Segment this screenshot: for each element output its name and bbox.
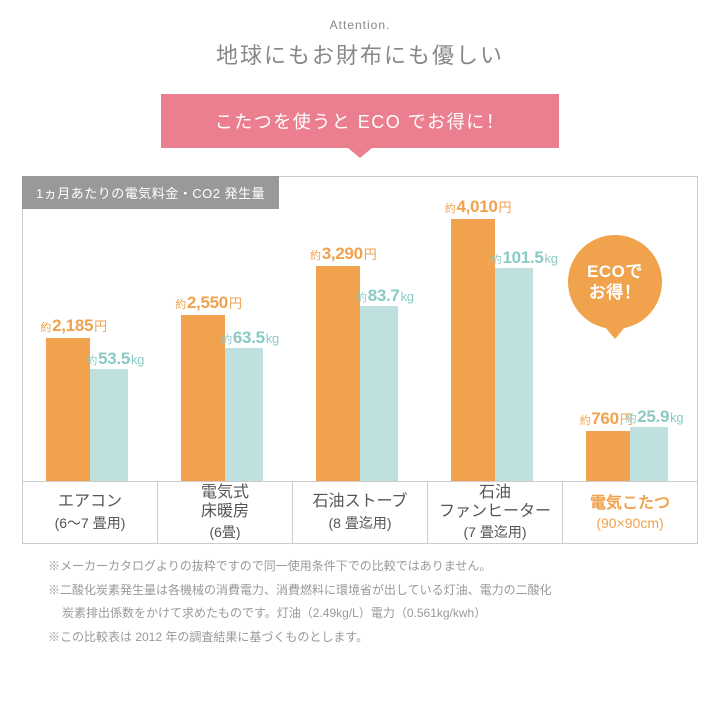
cost-bar: 約760円 — [586, 431, 630, 481]
bar-group: 約3,290円約83.7kg — [293, 177, 428, 481]
x-axis-cell: 電気こたつ (90×90cm) — [563, 482, 697, 543]
note-2b: 炭素排出係数をかけて求めたものです。灯油（2.49kg/L）電力（0.561kg… — [48, 603, 672, 625]
cost-label: 約2,550円 — [175, 293, 241, 313]
cost-bar: 約2,550円 — [181, 315, 225, 481]
x-axis-cell: 石油 ファンヒーター(7 畳迄用) — [428, 482, 563, 543]
bar-group: 約2,550円約63.5kg — [158, 177, 293, 481]
cost-label: 約3,290円 — [310, 244, 376, 264]
x-axis-cell: 電気式 床暖房(6畳) — [158, 482, 293, 543]
banner-wrap: こたつを使うと ECO でお得に！ — [0, 94, 720, 148]
note-3: ※この比較表は 2012 年の調査結果に基づくものとします。 — [48, 627, 672, 649]
notes: ※メーカーカタログよりの抜粋ですので同一使用条件下での比較ではありません。 ※二… — [48, 556, 672, 650]
cost-label: 約4,010円 — [445, 197, 511, 217]
subtitle: 地球にもお財布にも優しい — [0, 38, 720, 70]
co2-label: 約101.5kg — [491, 248, 558, 268]
chart-inner: 約2,185円約53.5kg約2,550円約63.5kg約3,290円約83.7… — [23, 177, 697, 481]
header: Attention. 地球にもお財布にも優しい — [0, 0, 720, 70]
co2-bar: 約83.7kg — [360, 306, 398, 481]
chart-area: 1ヵ月あたりの電気料金・CO2 発生量 約2,185円約53.5kg約2,550… — [22, 176, 698, 544]
x-axis: エアコン (6～7 畳用) 電気式 床暖房(6畳) 石油ストーブ (8 畳迄用) 石油 フ… — [23, 481, 697, 543]
eco-banner: こたつを使うと ECO でお得に！ — [161, 94, 560, 148]
attention-label: Attention. — [0, 18, 720, 32]
category-sub: (7 畳迄用) — [464, 522, 527, 542]
category-name: 石油ストーブ — [312, 492, 407, 511]
category-name: エアコン — [58, 492, 122, 511]
category-name: 石油 ファンヒーター — [439, 483, 551, 521]
cost-label: 約760円 — [580, 409, 633, 429]
co2-bar: 約53.5kg — [90, 369, 128, 481]
bar-group: 約4,010円約101.5kg — [427, 177, 562, 481]
category-sub: (6～7 畳用) — [55, 513, 126, 533]
bar-group: 約760円約25.9kg — [562, 177, 697, 481]
category-name: 電気こたつ — [590, 494, 670, 513]
co2-bar: 約101.5kg — [495, 268, 533, 481]
banner-text: こたつを使うと ECO でお得に！ — [215, 112, 506, 132]
cost-label: 約2,185円 — [40, 316, 106, 336]
co2-label: 約53.5kg — [86, 349, 144, 369]
category-sub: (90×90cm) — [596, 515, 663, 531]
cost-bar: 約4,010円 — [451, 219, 495, 481]
x-axis-cell: エアコン (6～7 畳用) — [23, 482, 158, 543]
co2-label: 約25.9kg — [626, 407, 684, 427]
category-sub: (8 畳迄用) — [329, 513, 392, 533]
co2-bar: 約25.9kg — [630, 427, 668, 481]
x-axis-cell: 石油ストーブ (8 畳迄用) — [293, 482, 428, 543]
co2-label: 約63.5kg — [221, 328, 279, 348]
bar-group: 約2,185円約53.5kg — [23, 177, 158, 481]
banner-notch — [348, 148, 372, 158]
note-2a: ※二酸化炭素発生量は各機械の消費電力、消費燃料に環境省が出している灯油、電力の二… — [48, 580, 672, 602]
co2-bar: 約63.5kg — [225, 348, 263, 481]
badge-line1: ECOで — [587, 261, 643, 282]
badge-line2: お得！ — [589, 282, 642, 303]
cost-bar: 約2,185円 — [46, 338, 90, 481]
cost-bar: 約3,290円 — [316, 266, 360, 481]
eco-badge: ECOで お得！ — [568, 235, 662, 329]
co2-label: 約83.7kg — [356, 286, 414, 306]
category-sub: (6畳) — [209, 522, 240, 542]
category-name: 電気式 床暖房 — [201, 483, 249, 521]
note-1: ※メーカーカタログよりの抜粋ですので同一使用条件下での比較ではありません。 — [48, 556, 672, 578]
